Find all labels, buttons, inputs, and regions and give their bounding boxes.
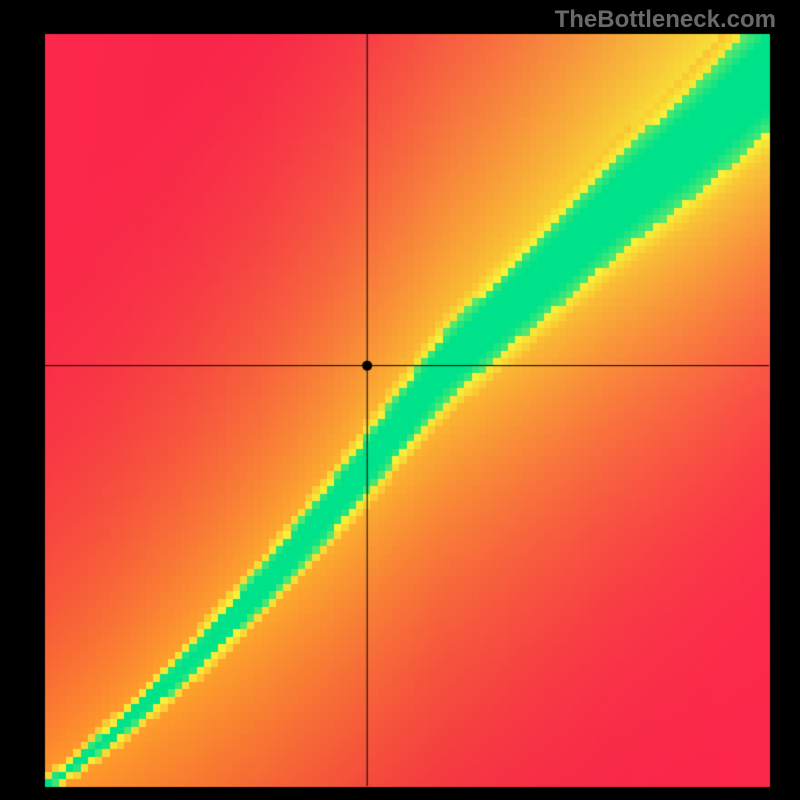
bottleneck-heatmap <box>0 0 800 800</box>
watermark-text: TheBottleneck.com <box>555 6 776 34</box>
